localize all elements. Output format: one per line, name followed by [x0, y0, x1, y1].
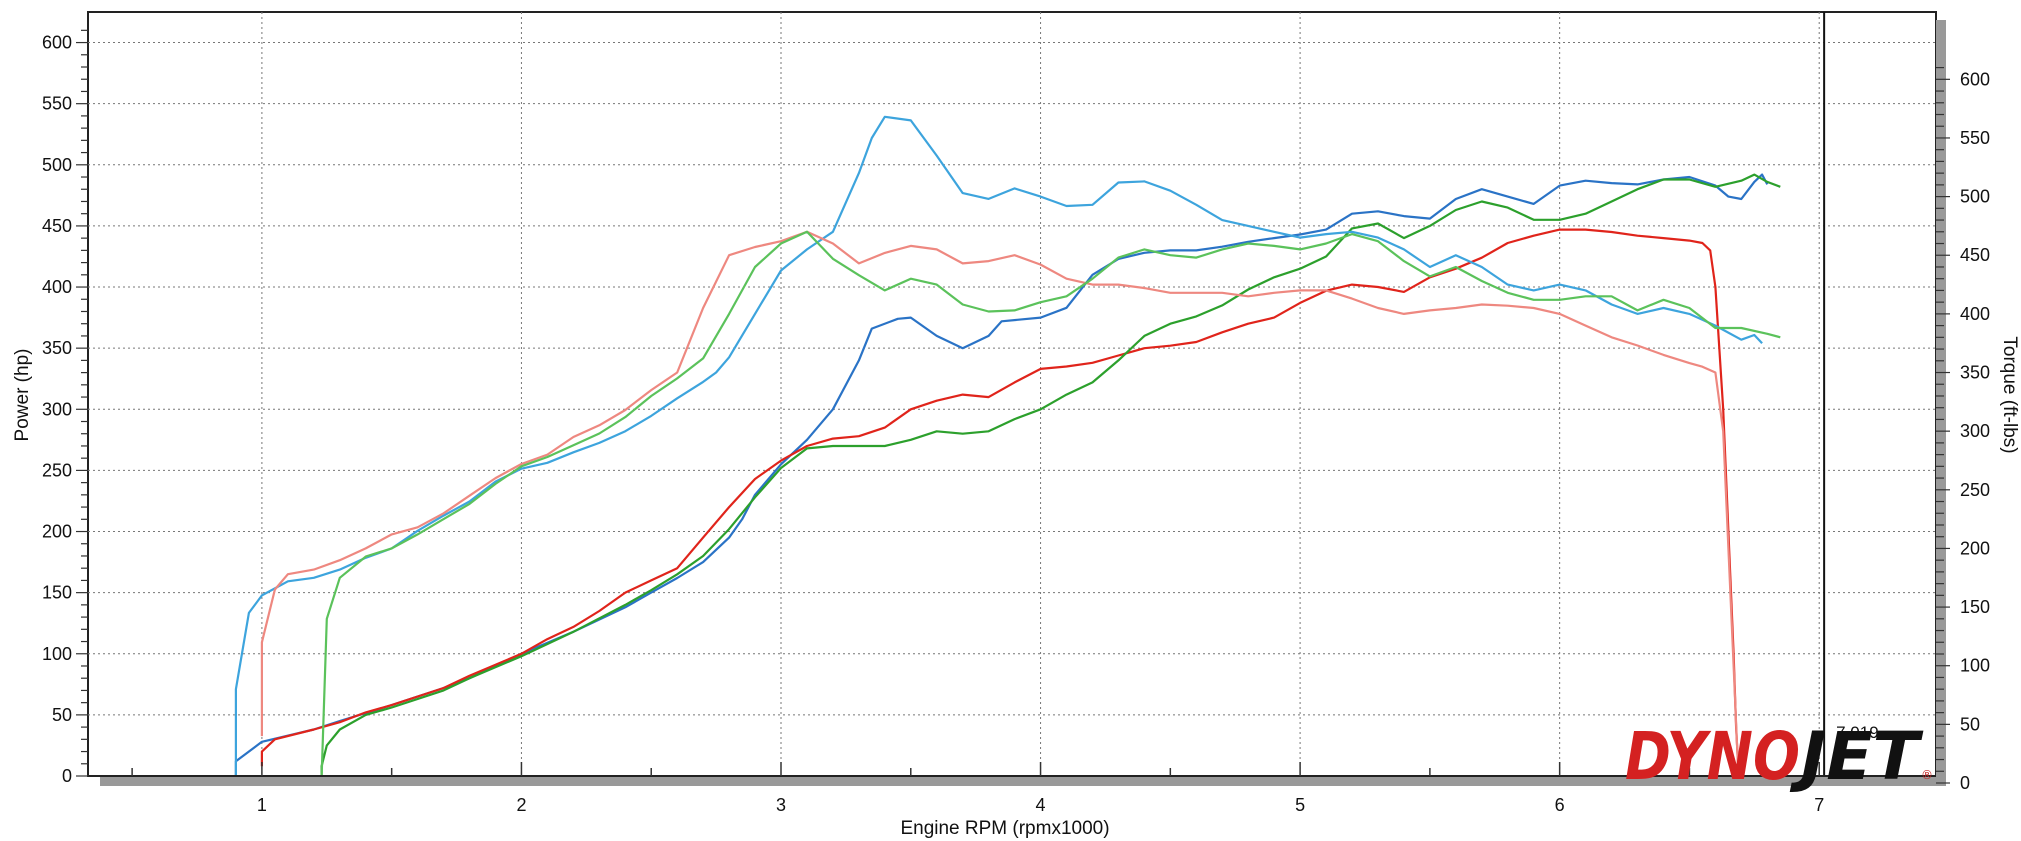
logo-jet-text: JET: [1790, 718, 1924, 795]
x-axis: 1 2 3 4 5 6 7: [88, 762, 1936, 815]
x-axis-shadow: [100, 777, 1936, 786]
y2-tick-label: 150: [1960, 597, 1990, 617]
power-series-line: [260, 228, 1740, 777]
cursor-value-label: 7.019: [1836, 723, 1879, 742]
series-layer: [234, 115, 1781, 784]
y-tick-label: 350: [42, 338, 72, 358]
x-tick-label: 7: [1814, 795, 1824, 815]
y-tick-label: 600: [42, 33, 72, 53]
torque-series-line: [260, 230, 1740, 784]
x-tick-label: 1: [257, 795, 267, 815]
y-tick-label: 50: [52, 705, 72, 725]
grid-lines: [88, 12, 1936, 776]
torque-series-line: [234, 115, 1763, 783]
y-tick-label: 500: [42, 155, 72, 175]
dynojet-logo: DYNO JET ®: [1625, 718, 1933, 795]
x-axis-title: Engine RPM (rpmx1000): [900, 818, 1109, 839]
power-series-line: [320, 173, 1781, 776]
y-tick-label: 400: [42, 277, 72, 297]
plot-area: 7.019: [87, 11, 1937, 784]
torque-axis-title: Torque (ft-lbs): [1999, 336, 2020, 453]
rpm-cursor: 7.019: [1823, 12, 1879, 776]
y2-tick-label: 500: [1960, 187, 1990, 207]
power-axis: 0 50 100 150 200 250 300 350 400 450 500 550 600: [42, 29, 88, 786]
y-tick-label: 300: [42, 399, 72, 419]
y2-tick-label: 50: [1960, 714, 1980, 734]
x-tick-label: 4: [1036, 795, 1046, 815]
y2-tick-label: 450: [1960, 245, 1990, 265]
y2-tick-label: 400: [1960, 304, 1990, 324]
right-axis-shadow: [1936, 20, 1946, 786]
x-tick-label: 3: [776, 795, 786, 815]
y-tick-label: 550: [42, 94, 72, 114]
x-tick-label: 6: [1555, 795, 1565, 815]
y-tick-label: 450: [42, 216, 72, 236]
x-tick-label: 5: [1295, 795, 1305, 815]
x-tick-label: 2: [516, 795, 526, 815]
y2-tick-label: 600: [1960, 69, 1990, 89]
torque-axis: 0 50 100 150 200 250 300 350 400 450 500 550 600: [1936, 20, 1990, 793]
y2-tick-label: 100: [1960, 656, 1990, 676]
y-tick-label: 200: [42, 522, 72, 542]
torque-series-line: [320, 230, 1781, 778]
y2-tick-label: 250: [1960, 480, 1990, 500]
y-tick-label: 250: [42, 460, 72, 480]
y2-tick-label: 350: [1960, 363, 1990, 383]
power-axis-title: Power (hp): [12, 349, 33, 442]
y2-tick-label: 0: [1960, 773, 1970, 793]
y-tick-label: 150: [42, 583, 72, 603]
y2-tick-label: 300: [1960, 421, 1990, 441]
plot-frame: [87, 11, 1937, 777]
y-tick-label: 100: [42, 644, 72, 664]
y2-tick-label: 200: [1960, 538, 1990, 558]
power-series-line: [234, 173, 1769, 776]
logo-dyno-text: DYNO: [1625, 718, 1800, 795]
registered-mark: ®: [1921, 768, 1933, 782]
y2-tick-label: 550: [1960, 128, 1990, 148]
y-tick-label: 0: [62, 766, 72, 786]
